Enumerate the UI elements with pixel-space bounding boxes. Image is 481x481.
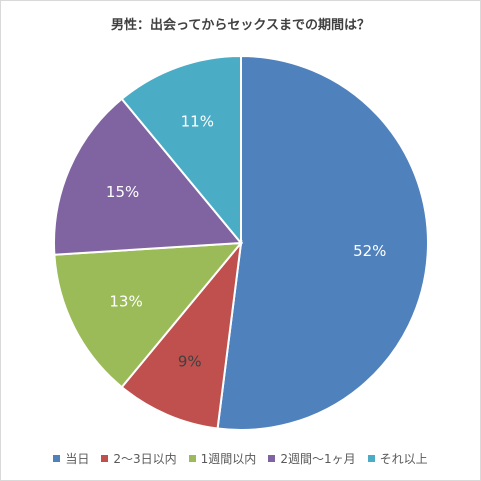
slice-data-label-1: 52% [353,242,386,260]
legend-swatch [268,455,276,462]
legend-swatch [101,455,109,462]
slice-data-label-2: 9% [178,352,202,370]
slice-data-label-5: 11% [181,113,214,131]
chart-title: 男性：出会ってからセックスまでの期間は？ [111,18,370,33]
pie-slice-5 [120,54,242,246]
legend-item-5: それ以上 [367,450,428,467]
legend-swatch [188,455,196,462]
legend-label: 1週間以内 [200,452,257,466]
pie-slice-2 [120,239,243,430]
pie-slice-4 [53,97,244,256]
legend-label: 当日 [65,452,90,466]
slice-data-label-3: 13% [109,293,142,311]
legend-swatch [367,455,375,462]
legend-item-3: 1週間以内 [188,450,257,467]
legend-label: 2〜3日以内 [113,452,177,466]
legend-item-1: 当日 [53,450,89,467]
legend-swatch [53,455,61,462]
legend-item-2: 2〜3日以内 [101,450,177,467]
chart-legend: 当日 2〜3日以内 1週間以内 2週間〜1ヶ月 それ以上 [1,450,480,467]
legend-item-4: 2週間〜1ヶ月 [268,450,356,467]
legend-label: それ以上 [379,452,428,466]
pie-slice-1 [216,54,430,431]
legend-label: 2週間〜1ヶ月 [280,452,356,466]
slice-data-label-4: 15% [106,183,139,201]
pie-slice-3 [53,241,244,389]
